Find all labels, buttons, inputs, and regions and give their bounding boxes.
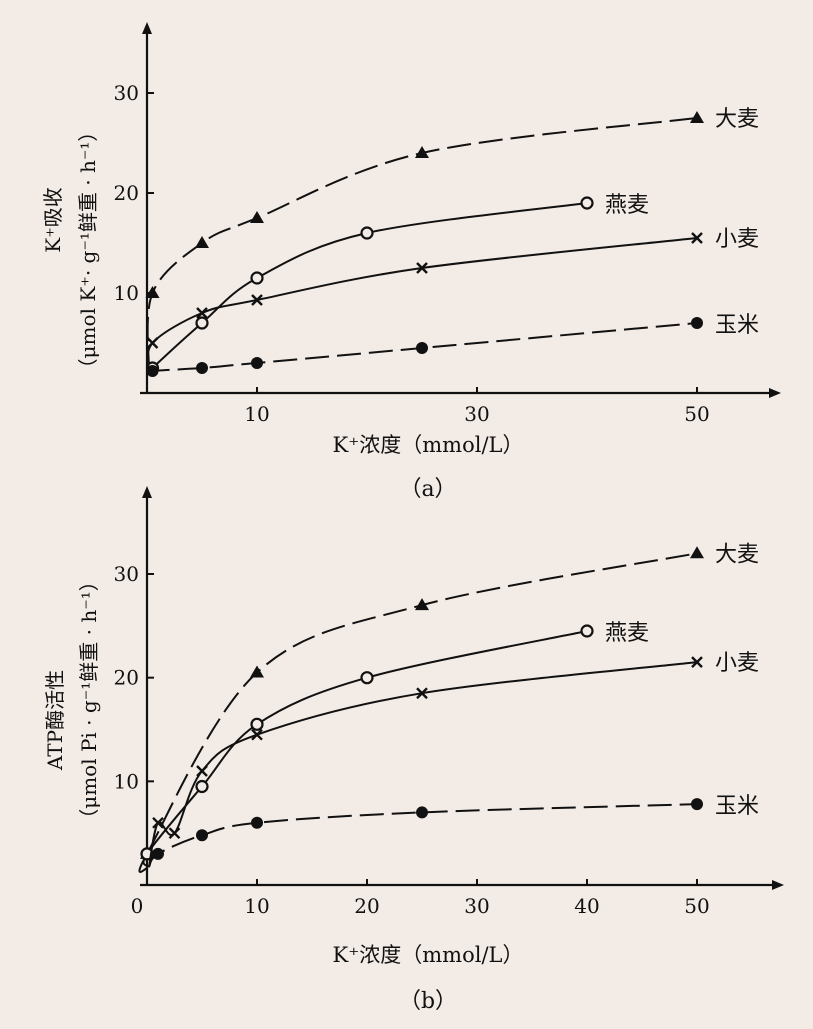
chart-b-y-axis-label: ATP酶活性 (43, 670, 67, 771)
chart-b-x-tick-label: 50 (684, 894, 709, 918)
data-point-filled-circle (251, 816, 263, 829)
data-point-triangle (690, 546, 704, 559)
data-point-triangle (145, 286, 160, 298)
series-label: 燕麦 (605, 193, 649, 218)
series-line-x (148, 661, 698, 868)
data-point-filled-circle (691, 798, 703, 811)
data-point-triangle (250, 665, 264, 678)
data-point-open-circle (250, 717, 264, 731)
data-point-cross (168, 827, 181, 840)
data-point-triangle (250, 211, 264, 223)
chart-b-x-tick-label: 40 (574, 894, 599, 918)
chart-b-y-axis-unit: （μmol Pi · g⁻¹鲜重 · h⁻¹） (77, 571, 101, 829)
chart-b-y-tick-label: 20 (114, 666, 139, 690)
chart-a-y-axis-unit: （μmol K⁺· g⁻¹鲜重 · h⁻¹） (76, 122, 100, 379)
data-point-open-circle (580, 196, 594, 210)
data-point-cross (196, 765, 208, 777)
chart-b-x-tick-label: 0 (131, 894, 144, 918)
data-point-open-circle (360, 671, 374, 685)
chart-a-ticks: 10 30 50 10 20 30 (114, 81, 710, 426)
series-label: 燕麦 (605, 621, 649, 646)
series-label: 小麦 (715, 227, 759, 252)
series-label: 大麦 (715, 542, 759, 567)
data-point-open-circle (195, 316, 209, 330)
data-point-filled-circle (251, 357, 263, 369)
series-label: 玉米 (715, 313, 759, 338)
data-point-open-circle (195, 779, 209, 794)
chart-a-y-tick-label: 10 (114, 281, 139, 305)
data-point-filled-circle (416, 342, 428, 354)
data-point-cross (146, 337, 159, 349)
data-point-open-circle (580, 624, 594, 638)
chart-b-x-axis-label: K⁺浓度（mmol/L） (333, 943, 524, 967)
chart-b-ticks: 0 10 20 30 40 50 10 20 30 (114, 562, 710, 918)
data-point-cross (416, 687, 428, 700)
chart-b-x-tick-label: 30 (464, 894, 489, 918)
chart-a-x-tick-label: 10 (244, 402, 269, 426)
chart-a-y-tick-label: 20 (114, 181, 139, 205)
chart-a-y-axis-label: K⁺吸收 (41, 187, 65, 253)
chart-b-x-tick-label: 10 (244, 894, 269, 918)
data-point-filled-circle (196, 829, 208, 842)
data-point-cross (251, 294, 263, 306)
series-line-triangle (138, 552, 698, 873)
series-label: 大麦 (715, 107, 759, 132)
data-point-triangle (195, 236, 209, 248)
data-point-cross (152, 816, 164, 829)
data-point-triangle (415, 146, 429, 158)
data-point-triangle (415, 598, 429, 611)
data-point-filled-circle (152, 847, 164, 860)
data-point-triangle (690, 111, 704, 123)
data-point-cross (251, 728, 263, 741)
chart-a-x-tick-label: 30 (464, 402, 489, 426)
data-point-cross (196, 307, 208, 319)
chart-b-y-tick-label: 10 (114, 769, 139, 793)
chart-b-x-tick-label: 20 (354, 894, 379, 918)
chart-a-x-tick-label: 50 (684, 402, 709, 426)
chart-a-caption: （a） (399, 477, 456, 502)
chart-b-caption: （b） (399, 989, 457, 1014)
data-point-filled-circle (196, 362, 208, 374)
chart-a-x-axis-label: K⁺浓度（mmol/L） (333, 433, 524, 457)
series-label: 小麦 (715, 651, 759, 676)
data-point-open-circle (250, 271, 264, 285)
data-point-cross (416, 262, 428, 274)
data-point-cross (691, 232, 703, 244)
series-label: 玉米 (715, 794, 759, 819)
chart-b-y-tick-label: 30 (114, 562, 139, 586)
data-point-cross (691, 656, 703, 668)
data-point-filled-circle (416, 806, 428, 819)
data-point-filled-circle (146, 365, 159, 377)
data-point-open-circle (360, 226, 374, 240)
data-point-filled-circle (691, 317, 703, 329)
chart-a-y-tick-label: 30 (114, 81, 139, 105)
